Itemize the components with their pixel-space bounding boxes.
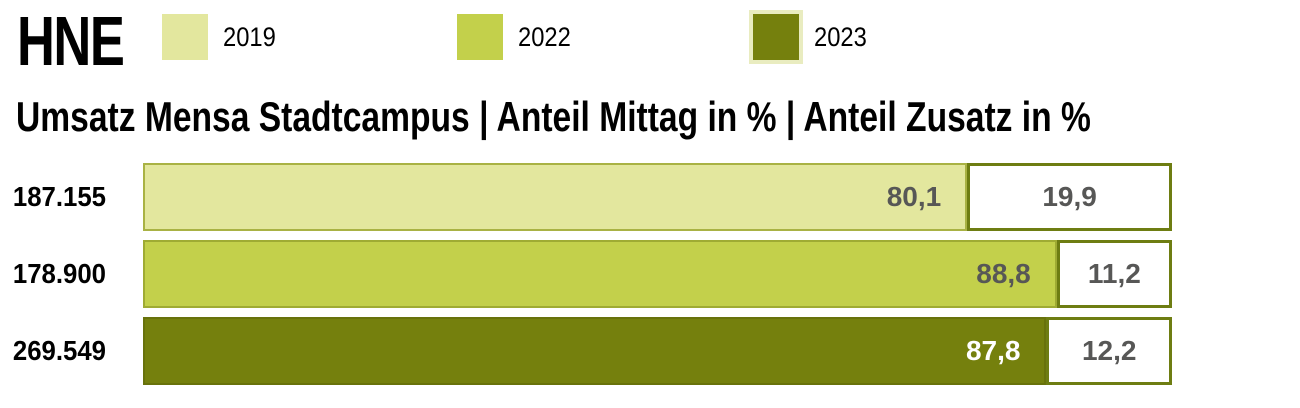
legend-swatch-2023 xyxy=(753,14,799,60)
mittag-segment: 87,8 xyxy=(143,317,1047,385)
bar-row: 178.900 88,8 11,2 xyxy=(0,240,1300,308)
bar-row: 187.155 80,1 19,9 xyxy=(0,163,1300,231)
mittag-segment: 80,1 xyxy=(143,163,968,231)
legend-item-2019: 2019 xyxy=(162,14,283,60)
legend-swatch-2019 xyxy=(162,14,208,60)
row-umsatz-label: 187.155 xyxy=(12,181,107,212)
bar-chart: 187.155 80,1 19,9 178.900 88,8 11,2 269.… xyxy=(0,163,1300,394)
zusatz-segment: 19,9 xyxy=(967,163,1172,231)
legend-item-2023: 2023 xyxy=(753,14,874,60)
row-umsatz-label: 269.549 xyxy=(12,335,107,366)
legend-item-2022: 2022 xyxy=(457,14,578,60)
row-umsatz-label: 178.900 xyxy=(12,258,107,289)
zusatz-segment: 11,2 xyxy=(1056,240,1172,308)
legend-label-2022: 2022 xyxy=(518,21,571,52)
bar-row: 269.549 87,8 12,2 xyxy=(0,317,1300,385)
chart-title: Umsatz Mensa Stadtcampus | Anteil Mittag… xyxy=(16,93,1091,140)
legend-label-2019: 2019 xyxy=(223,21,276,52)
hne-logo: HNE xyxy=(17,2,125,80)
bar-track: 88,8 11,2 xyxy=(143,240,1172,308)
legend-swatch-2022 xyxy=(457,14,503,60)
bar-track: 80,1 19,9 xyxy=(143,163,1172,231)
bar-track: 87,8 12,2 xyxy=(143,317,1172,385)
mittag-segment: 88,8 xyxy=(143,240,1057,308)
legend-label-2023: 2023 xyxy=(814,21,867,52)
zusatz-segment: 12,2 xyxy=(1046,317,1172,385)
